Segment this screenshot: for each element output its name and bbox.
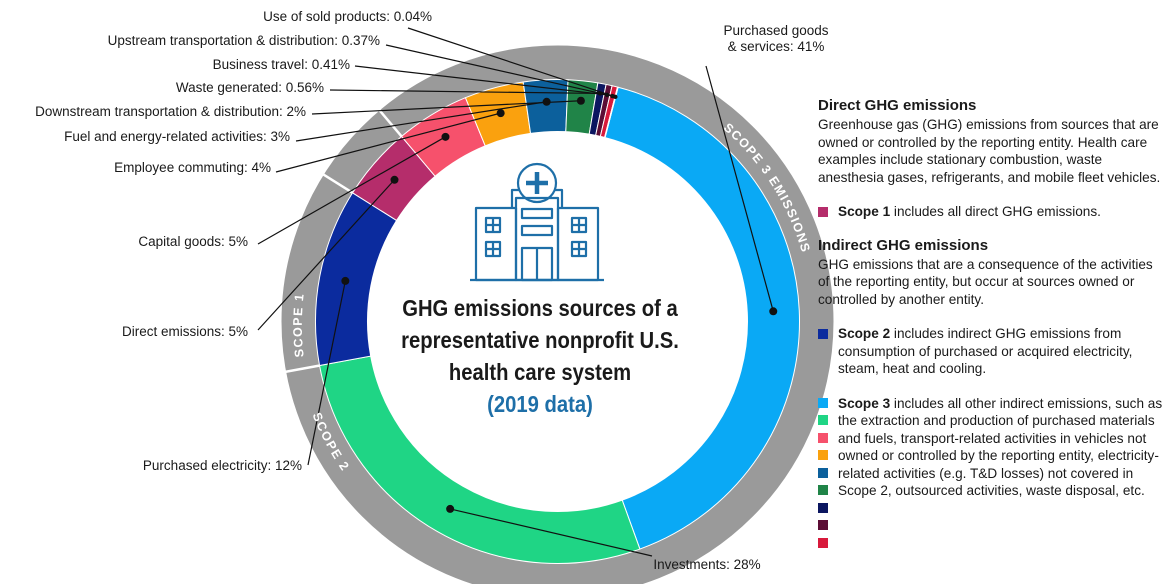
scope2-bold: Scope 2: [838, 326, 891, 341]
chart-title-text: GHG emissions sources of a representativ…: [401, 295, 679, 385]
scope-separator: [284, 364, 321, 374]
slice-label: Fuel and energy-related activities: 3%: [64, 129, 290, 144]
slice-label: Purchased electricity: 12%: [143, 458, 302, 473]
scope1-text: includes all direct GHG emissions.: [890, 204, 1101, 219]
slice-use-of-sold-products: [604, 86, 619, 139]
scope-separator: [378, 108, 404, 138]
leader-dot: [441, 132, 450, 141]
scope3-swatch: [818, 502, 828, 513]
legend-scope3: Scope 3 includes all other indirect emis…: [818, 395, 1163, 548]
scope3-swatch: [818, 467, 828, 478]
leader-dot: [446, 504, 455, 513]
leader-line: [311, 100, 581, 115]
indirect-heading: Indirect GHG emissions: [818, 236, 989, 254]
leader-line: [705, 65, 774, 312]
scope-ring-band: [281, 45, 834, 584]
leader-dot: [390, 175, 399, 184]
scope3-swatch: [818, 520, 828, 530]
leader-dot: [613, 94, 618, 100]
leader-line: [257, 179, 395, 331]
scope3-swatch: [818, 485, 828, 495]
indirect-text: GHG emissions that are a consequence of …: [818, 256, 1153, 307]
leader-line: [257, 136, 446, 245]
slice-label: Purchased goods & services: 41%: [723, 23, 828, 54]
scope-ring: [281, 45, 834, 584]
leader-line: [329, 89, 601, 95]
legend-panel: Direct GHG emissions Greenhouse gas (GHG…: [818, 96, 1163, 548]
leader-dot: [496, 109, 505, 118]
slice-label: Business travel: 0.41%: [213, 57, 350, 72]
scope2-swatch: [818, 329, 828, 339]
scope2-text: includes indirect GHG emissions from con…: [838, 326, 1133, 376]
legend-scope1: Scope 1 includes all direct GHG emission…: [818, 203, 1163, 221]
direct-heading: Direct GHG emissions: [818, 97, 977, 114]
slice-label: Downstream transportation & distribution…: [35, 104, 306, 119]
slice-label: Waste generated: 0.56%: [176, 80, 324, 95]
slice-label: Upstream transportation & distribution: …: [108, 33, 380, 48]
scope-1-label: SCOPE 1: [291, 292, 307, 358]
scope-separator: [322, 173, 355, 195]
legend-scope2: Scope 2 includes indirect GHG emissions …: [818, 325, 1163, 378]
scope3-swatch: [818, 415, 828, 425]
scope3-bold: Scope 3: [838, 395, 891, 411]
leader-dot: [769, 307, 778, 316]
leader-line: [385, 44, 613, 97]
hospital-building-icon: [470, 162, 604, 282]
chart-title: GHG emissions sources of a representativ…: [390, 292, 689, 420]
slice-label: Direct emissions: 5%: [122, 324, 248, 339]
leader-line: [354, 65, 608, 96]
slice-labels: Purchased goods & services: 41% Investment…: [35, 9, 829, 572]
scope3-swatch: [818, 397, 828, 408]
slice-label: Employee commuting: 4%: [114, 160, 271, 175]
scope3-swatches: [818, 397, 828, 556]
leader-lines: [257, 27, 778, 557]
leader-dot: [542, 97, 551, 106]
slice-label: Investments: 28%: [653, 557, 760, 572]
slice-label: Use of sold products: 0.04%: [263, 9, 432, 24]
leader-line: [275, 112, 501, 173]
scope3-swatch: [818, 537, 828, 548]
leader-line: [295, 101, 547, 142]
direct-text: Greenhouse gas (GHG) emissions from sour…: [818, 117, 1161, 185]
leader-line: [450, 508, 653, 557]
leader-line: [407, 27, 616, 98]
leader-dot: [341, 276, 350, 285]
scope3-swatch: [818, 432, 828, 443]
slice-label: Capital goods: 5%: [138, 234, 248, 249]
slice-purchased-goods-services: [604, 86, 800, 550]
scope1-bold: Scope 1: [838, 204, 891, 219]
scope3-swatch: [818, 450, 828, 460]
leader-line: [307, 280, 346, 466]
scope3-text: includes all other indirect emissions, s…: [838, 395, 1163, 499]
chart-subtitle: (2019 data): [487, 391, 593, 417]
leader-dot: [576, 96, 585, 105]
scope1-swatch: [818, 207, 828, 217]
